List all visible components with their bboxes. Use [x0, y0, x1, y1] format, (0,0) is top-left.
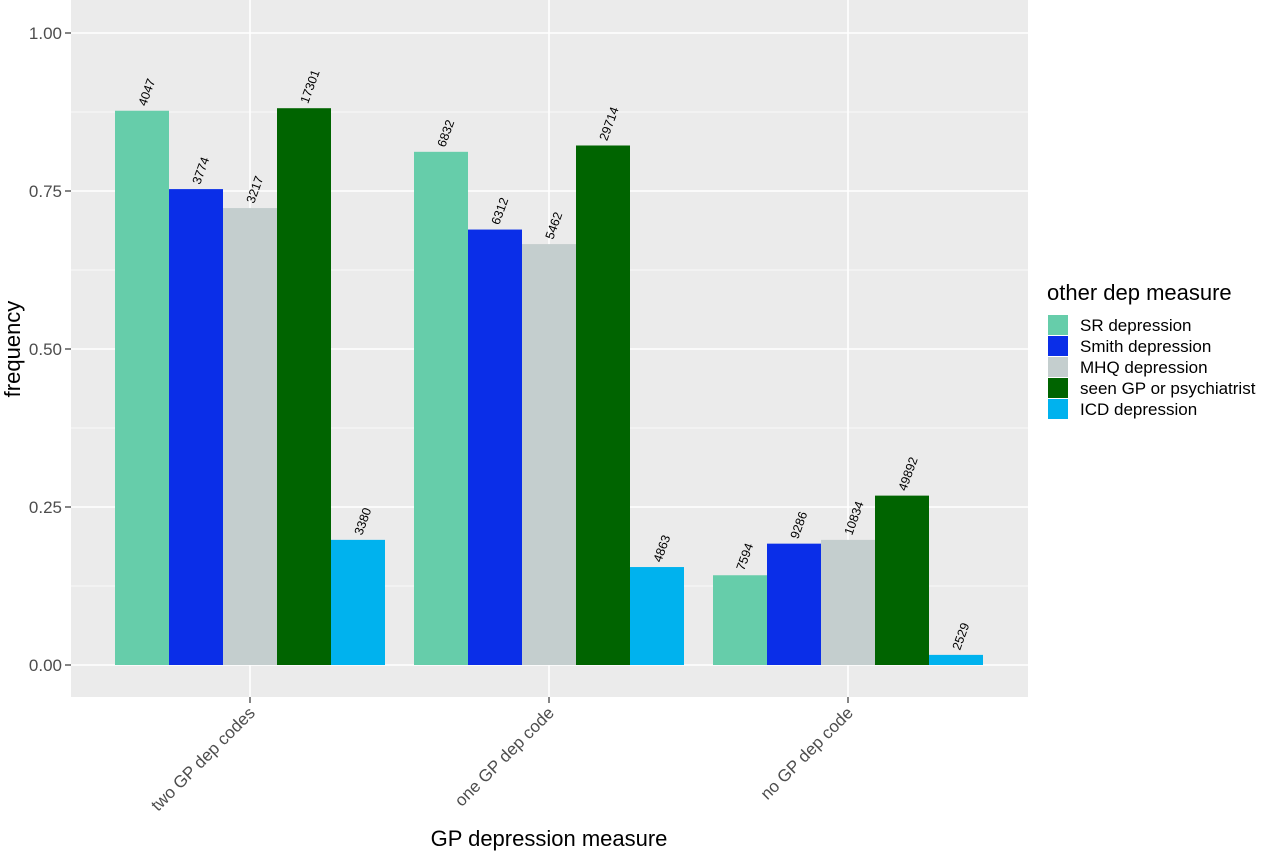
bar [522, 244, 576, 665]
bar [169, 189, 223, 665]
legend-swatch [1048, 378, 1068, 398]
x-axis: two GP dep codes one GP dep code no GP dep… [147, 697, 857, 815]
y-tick-label: 0.00 [29, 656, 62, 675]
y-tick-label: 1.00 [29, 24, 62, 43]
legend-label: MHQ depression [1080, 358, 1208, 377]
bar [414, 151, 468, 666]
bar [223, 208, 277, 665]
bar [767, 543, 821, 665]
bar [331, 539, 385, 665]
bar [115, 110, 169, 665]
x-tick-label: two GP dep codes [147, 703, 258, 814]
bars [115, 108, 983, 666]
legend-swatch [1048, 357, 1068, 377]
x-axis-title: GP depression measure [431, 826, 668, 851]
legend: other dep measure SR depression Smith dep… [1047, 280, 1256, 419]
legend-label: Smith depression [1080, 337, 1211, 356]
bar [576, 145, 630, 666]
bar [468, 229, 522, 665]
y-tick-label: 0.25 [29, 498, 62, 517]
legend-title: other dep measure [1047, 280, 1232, 305]
legend-swatch [1048, 399, 1068, 419]
x-tick-label: one GP dep code [451, 703, 558, 810]
y-axis-title: frequency [0, 301, 25, 398]
legend-label: ICD depression [1080, 400, 1197, 419]
x-tick-label: no GP dep code [757, 703, 857, 803]
bar [277, 108, 331, 665]
y-tick-label: 0.75 [29, 182, 62, 201]
legend-swatch [1048, 336, 1068, 356]
y-axis: 0.00 0.25 0.50 0.75 1.00 [29, 24, 71, 675]
legend-label: seen GP or psychiatrist [1080, 379, 1256, 398]
bar [630, 567, 684, 665]
bar [929, 654, 983, 665]
legend-label: SR depression [1080, 316, 1192, 335]
bar [875, 495, 929, 665]
y-tick-label: 0.50 [29, 340, 62, 359]
bar [713, 575, 767, 665]
bar [821, 539, 875, 665]
legend-swatch [1048, 315, 1068, 335]
